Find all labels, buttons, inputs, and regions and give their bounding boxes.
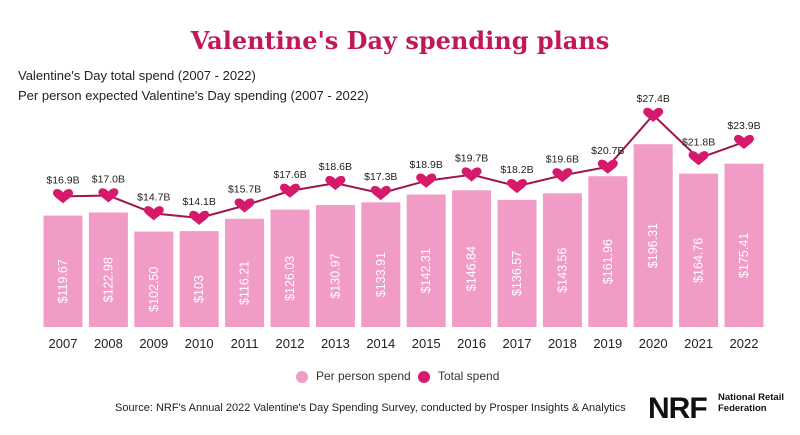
x-tick-label: 2021 — [684, 336, 713, 351]
x-tick-label: 2008 — [94, 336, 123, 351]
total-spend-heart-marker — [280, 183, 300, 198]
legend-total-swatch — [418, 371, 430, 383]
total-spend-label: $18.2B — [500, 164, 533, 176]
legend-per-person-swatch — [296, 371, 308, 383]
bar-value-label: $133.91 — [374, 252, 388, 297]
bar-value-label: $161.96 — [601, 239, 615, 284]
total-spend-label: $17.3B — [364, 171, 397, 183]
bar-value-label: $122.98 — [101, 257, 115, 302]
total-spend-heart-marker — [143, 206, 164, 221]
total-spend-label: $20.7B — [591, 145, 624, 157]
bar-value-label: $164.76 — [692, 238, 706, 283]
legend-per-person-label: Per person spend — [316, 369, 411, 383]
total-spend-label: $14.1B — [183, 196, 216, 208]
total-spend-label: $16.9B — [46, 174, 79, 186]
subtitle-per-person: Per person expected Valentine's Day spen… — [18, 88, 369, 103]
bar-per-person — [88, 212, 128, 327]
x-tick-label: 2009 — [139, 336, 168, 351]
total-spend-label: $19.7B — [455, 153, 488, 165]
total-spend-label: $21.8B — [682, 136, 715, 148]
total-spend-label: $17.6B — [273, 169, 306, 181]
bar-per-person — [43, 215, 83, 327]
bar-value-label: $116.21 — [238, 261, 252, 305]
total-spend-label: $27.4B — [637, 93, 670, 105]
x-tick-label: 2019 — [593, 336, 622, 351]
x-tick-label: 2007 — [49, 336, 78, 351]
bar-per-person — [497, 199, 537, 327]
bar-per-person — [270, 209, 310, 327]
bar-value-label: $102.50 — [147, 267, 161, 312]
total-spend-label: $23.9B — [727, 120, 760, 132]
total-spend-line — [62, 113, 745, 220]
bar-value-label: $143.56 — [555, 248, 569, 293]
x-tick-label: 2014 — [366, 336, 395, 351]
total-spend-heart-marker — [734, 134, 754, 150]
bar-per-person — [588, 176, 628, 327]
total-spend-heart-marker — [688, 151, 709, 166]
subtitle-total-spend: Valentine's Day total spend (2007 - 2022… — [18, 68, 256, 83]
total-spend-label: $19.6B — [546, 153, 579, 165]
bar-per-person — [225, 218, 265, 327]
bar-per-person — [452, 190, 492, 327]
nrf-org-name: National Retail Federation — [718, 392, 784, 414]
total-spend-heart-marker — [189, 210, 210, 225]
x-tick-label: 2011 — [231, 336, 259, 351]
total-spend-heart-marker — [507, 178, 527, 194]
x-tick-label: 2016 — [457, 336, 486, 351]
total-spend-heart-marker — [234, 198, 255, 213]
x-tick-label: 2022 — [730, 336, 759, 351]
total-spend-label: $14.7B — [137, 191, 170, 203]
bar-per-person — [179, 231, 219, 327]
x-tick-label: 2017 — [503, 336, 532, 351]
chart-title: Valentine's Day spending plans — [190, 26, 610, 55]
bar-per-person — [542, 193, 582, 327]
total-spend-label: $15.7B — [228, 184, 261, 196]
bar-per-person — [406, 194, 446, 327]
x-tick-label: 2020 — [639, 336, 668, 351]
bar-value-label: $103 — [192, 275, 206, 303]
bar-value-label: $126.03 — [283, 256, 297, 301]
source-note: Source: NRF's Annual 2022 Valentine's Da… — [115, 402, 626, 414]
x-tick-label: 2012 — [276, 336, 305, 351]
bar-per-person — [633, 144, 673, 327]
total-spend-heart-marker — [416, 173, 437, 188]
nrf-logo: NRF — [648, 392, 708, 425]
legend-total-label: Total spend — [438, 369, 500, 383]
bar-value-label: $136.57 — [510, 251, 524, 296]
x-tick-label: 2018 — [548, 336, 577, 351]
bar-value-label: $146.84 — [465, 246, 479, 291]
total-spend-heart-marker — [552, 168, 573, 183]
total-spend-label: $17.0B — [92, 174, 125, 186]
total-spend-heart-marker — [98, 188, 119, 203]
bar-per-person — [134, 231, 174, 327]
bar-per-person — [361, 202, 401, 327]
bar-value-label: $130.97 — [328, 253, 342, 298]
bar-value-label: $142.31 — [419, 248, 433, 293]
total-spend-heart-marker — [325, 175, 346, 191]
total-spend-heart-marker — [643, 107, 664, 122]
total-spend-heart-marker — [53, 189, 73, 204]
bar-per-person — [679, 173, 719, 327]
total-spend-label: $18.6B — [319, 161, 352, 173]
x-tick-label: 2010 — [185, 336, 214, 351]
total-spend-heart-marker — [461, 167, 482, 182]
total-spend-heart-marker — [597, 159, 618, 174]
bar-value-label: $196.31 — [646, 223, 660, 268]
total-spend-label: $18.9B — [410, 159, 443, 171]
x-tick-label: 2013 — [321, 336, 350, 351]
bar-value-label: $119.67 — [56, 259, 70, 303]
bar-value-label: $175.41 — [737, 233, 751, 278]
bar-per-person — [724, 163, 764, 327]
bar-per-person — [315, 205, 355, 327]
total-spend-heart-marker — [370, 185, 391, 201]
x-tick-label: 2015 — [412, 336, 441, 351]
